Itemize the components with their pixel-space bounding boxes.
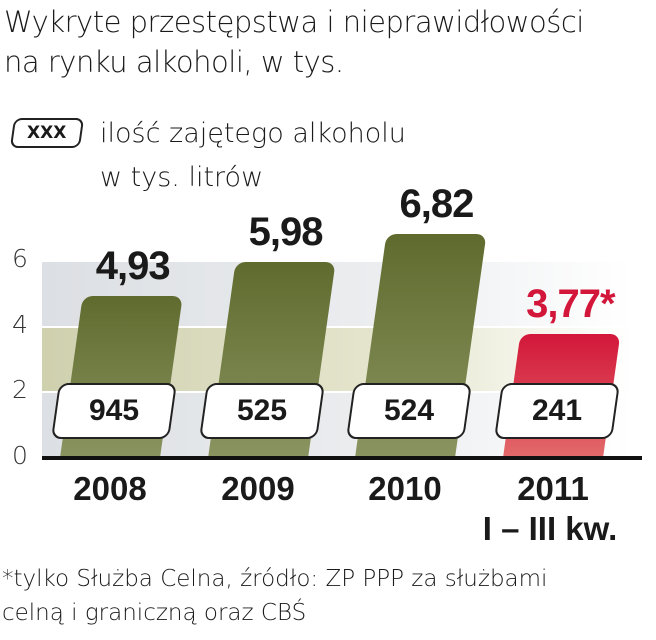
legend-line: ilość zajętego alkoholu bbox=[100, 118, 406, 149]
seized-alcohol-box: 241 bbox=[494, 383, 620, 439]
gridline bbox=[42, 391, 632, 394]
legend-line: w tys. litrów bbox=[100, 162, 264, 193]
x-tick-label: 2008 bbox=[73, 470, 147, 507]
x-tick-sublabel: I – III kw. bbox=[482, 510, 618, 547]
title-line: na rynku alkoholi, w tys. bbox=[4, 45, 344, 79]
value-label: 5,98 bbox=[248, 209, 324, 254]
x-axis bbox=[42, 456, 642, 460]
x-tick-label: 2011 bbox=[517, 470, 589, 507]
seized-alcohol-box: 524 bbox=[346, 383, 472, 439]
legend-box-label: XXX bbox=[27, 123, 67, 143]
y-tick-label: 4 bbox=[12, 309, 28, 339]
value-label: 4,93 bbox=[95, 244, 171, 289]
seized-alcohol-box: 945 bbox=[51, 383, 177, 439]
value-label: 6,82 bbox=[399, 182, 475, 227]
x-tick-label: 2010 bbox=[368, 470, 442, 507]
y-tick-label: 0 bbox=[12, 441, 28, 470]
gridline bbox=[42, 325, 632, 328]
seized-alcohol-value: 524 bbox=[383, 394, 435, 427]
seized-alcohol-value: 525 bbox=[236, 394, 288, 427]
value-label: 3,77* bbox=[526, 282, 615, 327]
footnote-line: *tylko Służba Celna, źródło: ZP PPP za s… bbox=[2, 566, 548, 592]
seized-alcohol-box: 525 bbox=[199, 383, 325, 439]
chart-title: Wykryte przestępstwa i nieprawidłowości … bbox=[4, 2, 584, 82]
title-line: Wykryte przestępstwa i nieprawidłowości bbox=[4, 5, 584, 39]
footnote: *tylko Służba Celna, źródło: ZP PPP za s… bbox=[2, 562, 547, 630]
y-tick-label: 6 bbox=[12, 244, 28, 273]
legend-box: XXX bbox=[9, 118, 85, 148]
seized-alcohol-value: 945 bbox=[88, 394, 140, 427]
x-tick-label: 2009 bbox=[221, 470, 295, 507]
legend-text: ilość zajętego alkoholu w tys. litrów bbox=[100, 112, 406, 200]
y-tick-label: 2 bbox=[12, 375, 28, 405]
seized-alcohol-value: 241 bbox=[531, 394, 583, 427]
gridline bbox=[42, 260, 632, 262]
footnote-line: celną i graniczną oraz CBŚ bbox=[2, 600, 307, 626]
